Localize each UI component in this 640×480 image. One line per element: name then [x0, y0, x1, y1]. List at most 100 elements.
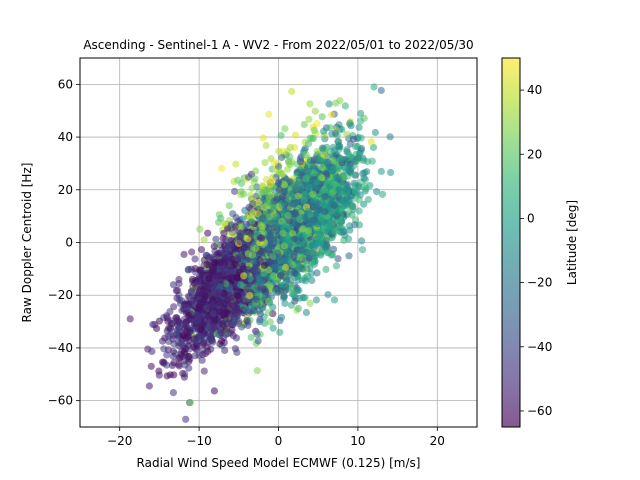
scatter-point [280, 293, 288, 301]
scatter-point [199, 350, 207, 358]
scatter-point [197, 246, 206, 254]
scatter-point [277, 131, 285, 140]
scatter-point [337, 228, 345, 236]
scatter-point [224, 296, 232, 304]
scatter-point [256, 310, 264, 318]
scatter-point [231, 306, 240, 314]
scatter-point [329, 245, 338, 253]
scatter-point [297, 246, 306, 254]
scatter-point [358, 144, 366, 153]
scatter-point [217, 214, 225, 222]
scatter-point [361, 169, 369, 177]
scatter-point [318, 113, 326, 121]
scatter-point [155, 371, 163, 379]
scatter-point [237, 223, 245, 231]
scatter-point [310, 126, 318, 134]
scatter-point [313, 147, 321, 155]
scatter-point [387, 168, 395, 177]
scatter-point [217, 298, 225, 306]
scatter-point [212, 279, 220, 287]
scatter-point [283, 248, 291, 256]
scatter-point [191, 337, 200, 345]
scatter-point [317, 251, 325, 259]
scatter-point [315, 206, 323, 214]
scatter-point [251, 257, 259, 265]
scatter-point [270, 159, 278, 167]
scatter-point [294, 304, 302, 312]
scatter-point [214, 271, 222, 279]
scatter-point [217, 329, 225, 337]
scatter-point [305, 115, 313, 123]
scatter-point [270, 263, 278, 271]
scatter-point [181, 361, 189, 369]
scatter-point [332, 262, 341, 270]
scatter-point [326, 223, 334, 231]
scatter-point [319, 187, 327, 195]
scatter-point [336, 97, 344, 105]
scatter-point [291, 297, 299, 305]
scatter-point [294, 192, 302, 200]
scatter-point [281, 263, 290, 272]
scatter-point [285, 271, 293, 279]
scatter-point [321, 243, 329, 251]
scatter-point [185, 337, 193, 345]
scatter-point [231, 260, 239, 268]
scatter-point [126, 315, 134, 323]
scatter-point [167, 317, 175, 325]
scatter-point [247, 230, 255, 238]
scatter-point [215, 288, 223, 296]
scatter-point [278, 313, 286, 321]
scatter-point [200, 367, 208, 375]
scatter-point [386, 133, 394, 141]
scatter-point [260, 261, 268, 270]
scatter-point [279, 229, 287, 237]
scatter-point [232, 160, 240, 168]
scatter-point [249, 200, 257, 208]
scatter-point [343, 200, 351, 208]
scatter-point [174, 286, 182, 294]
scatter-point [327, 111, 336, 119]
scatter-point [341, 102, 349, 110]
scatter-point [320, 127, 328, 135]
scatter-point [259, 214, 267, 222]
scatter-point [240, 272, 248, 280]
scatter-point [360, 156, 368, 165]
scatter-point [225, 284, 233, 292]
scatter-point [311, 107, 319, 115]
scatter-point [324, 249, 332, 257]
scatter-point [343, 130, 351, 138]
scatter-point [204, 338, 212, 346]
scatter-point [253, 367, 261, 375]
scatter-point [345, 252, 353, 260]
scatter-point [335, 141, 343, 149]
scatter-point [163, 312, 171, 320]
scatter-point [308, 276, 316, 284]
scatter-point [348, 211, 356, 219]
scatter-point [321, 192, 329, 201]
scatter-point [219, 320, 227, 328]
scatter-point [322, 265, 330, 273]
scatter-point [282, 283, 290, 291]
scatter-point [291, 131, 300, 139]
colorbar-frame [501, 57, 521, 428]
scatter-point [297, 241, 306, 249]
scatter-point [247, 333, 255, 342]
scatter-point [188, 248, 196, 256]
scatter-point [371, 128, 379, 137]
scatter-point [296, 158, 305, 166]
scatter-point [234, 176, 242, 184]
scatter-point [254, 190, 262, 198]
x-tick-label: −20 [107, 434, 132, 448]
scatter-point [295, 286, 303, 294]
scatter-point [273, 276, 281, 285]
scatter-point [231, 187, 239, 195]
scatter-point [175, 324, 183, 332]
scatter-point [300, 120, 308, 129]
scatter-point [186, 398, 194, 406]
scatter-point [329, 188, 337, 196]
scatter-point [244, 321, 252, 330]
scatter-point [179, 331, 187, 339]
